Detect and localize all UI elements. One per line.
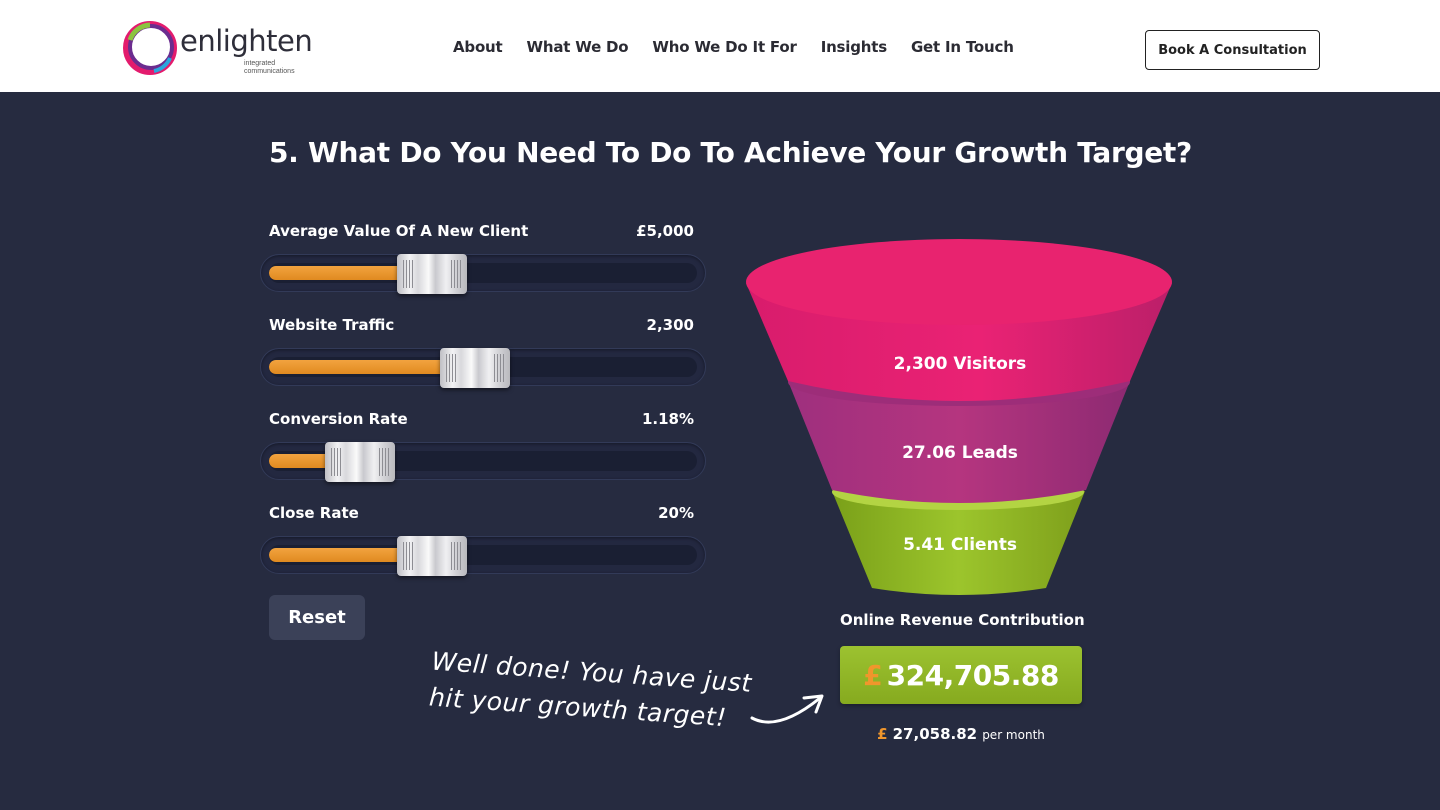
slider-fill <box>269 266 432 280</box>
slider-fill <box>269 548 432 562</box>
logo-wordmark: enlighten <box>180 24 313 58</box>
revenue-title: Online Revenue Contribution <box>840 611 1085 629</box>
slider-label: Average Value Of A New Client <box>269 222 529 240</box>
reset-button[interactable]: Reset <box>269 595 365 640</box>
funnel-leads-segment <box>788 381 1130 503</box>
slider-label: Conversion Rate <box>269 410 408 428</box>
congrats-message: Well done! You have just hit your growth… <box>428 646 753 733</box>
logo-tagline: integrated communications <box>244 60 295 75</box>
slider-close-rate: Close Rate 20% <box>260 504 706 584</box>
revenue-currency: £ <box>863 658 883 692</box>
slider-label: Close Rate <box>269 504 359 522</box>
slider-thumb[interactable] <box>397 536 467 576</box>
page-title: 5. What Do You Need To Do To Achieve You… <box>269 136 1192 169</box>
slider-conversion-rate: Conversion Rate 1.18% <box>260 410 706 490</box>
monthly-suffix: per month <box>982 728 1045 742</box>
funnel-graphic <box>746 239 1172 595</box>
main-nav: About What We Do Who We Do It For Insigh… <box>453 38 1014 56</box>
slider-value: £5,000 <box>636 222 694 240</box>
hand-drawn-arrow-icon <box>750 694 824 724</box>
nav-item-insights[interactable]: Insights <box>820 38 887 56</box>
slider-average-client-value: Average Value Of A New Client £5,000 <box>260 222 706 302</box>
slider-track[interactable] <box>260 442 706 482</box>
nav-item-who-we-do-it-for[interactable]: Who We Do It For <box>652 38 797 56</box>
slider-thumb[interactable] <box>325 442 395 482</box>
site-header: enlighten integrated communications Abou… <box>0 0 1440 92</box>
slider-track[interactable] <box>260 536 706 576</box>
funnel-clients-segment <box>832 491 1085 595</box>
slider-value: 2,300 <box>646 316 694 334</box>
book-consultation-button[interactable]: Book A Consultation <box>1145 30 1320 70</box>
logo-ring-icon <box>123 21 177 75</box>
slider-track[interactable] <box>260 348 706 388</box>
slider-track[interactable] <box>260 254 706 294</box>
revenue-total-box: £ 324,705.88 <box>840 646 1082 704</box>
funnel-visitors-label: 2,300 Visitors <box>893 354 1027 374</box>
monthly-currency: £ <box>877 725 888 743</box>
slider-value: 20% <box>658 504 694 522</box>
slider-website-traffic: Website Traffic 2,300 <box>260 316 706 396</box>
enlighten-logo[interactable]: enlighten integrated communications <box>120 18 313 78</box>
funnel-clients-label: 5.41 Clients <box>903 535 1017 555</box>
monthly-amount: 27,058.82 <box>892 725 978 743</box>
slider-thumb[interactable] <box>440 348 510 388</box>
slider-thumb[interactable] <box>397 254 467 294</box>
funnel-leads-label: 27.06 Leads <box>902 443 1018 463</box>
slider-fill <box>269 360 475 374</box>
nav-item-get-in-touch[interactable]: Get In Touch <box>910 38 1014 56</box>
nav-item-what-we-do[interactable]: What We Do <box>526 38 629 56</box>
slider-value: 1.18% <box>641 410 694 428</box>
revenue-amount: 324,705.88 <box>886 658 1060 692</box>
sales-funnel: 2,300 Visitors 27.06 Leads 5.41 Clients <box>740 236 1180 606</box>
slider-label: Website Traffic <box>269 316 395 334</box>
nav-item-about[interactable]: About <box>453 38 503 56</box>
monthly-revenue: £ 27,058.82 per month <box>840 724 1082 743</box>
